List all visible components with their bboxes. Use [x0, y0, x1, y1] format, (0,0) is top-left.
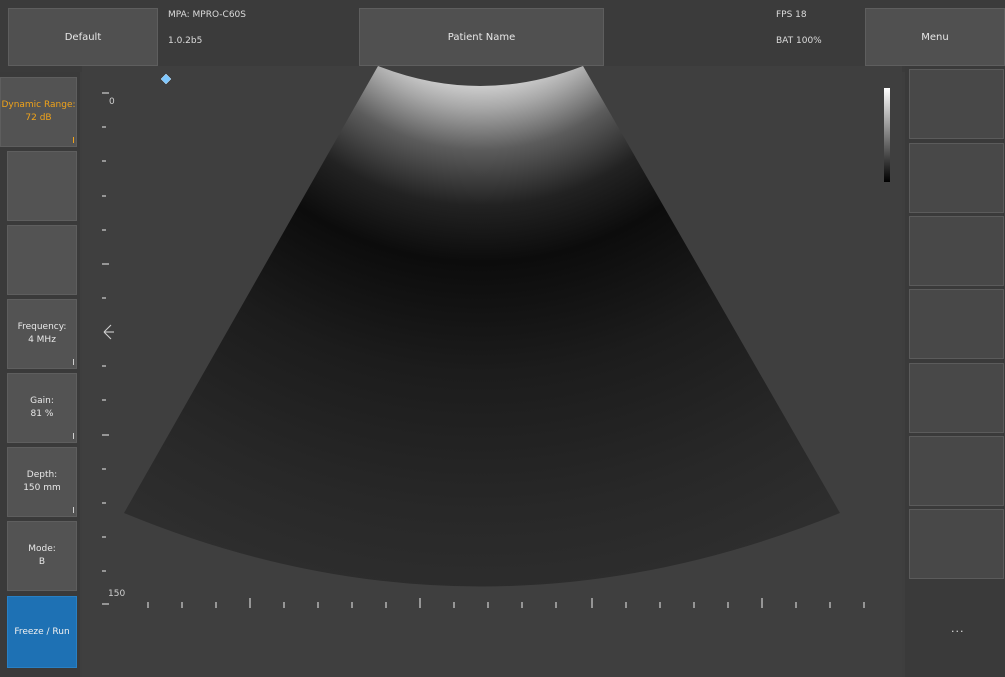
gain-control[interactable]: Gain: 81 % — [7, 373, 77, 443]
depth-ruler — [102, 92, 109, 605]
dynamic-range-value: 72 dB — [25, 113, 52, 123]
depth-top-label: 0 — [109, 97, 115, 107]
right-slot-7[interactable] — [909, 509, 1004, 579]
gain-label: Gain: — [30, 396, 54, 406]
mode-control[interactable]: Mode: B — [7, 521, 77, 591]
mode-value: B — [38, 557, 46, 567]
depth-level-tick — [73, 507, 74, 513]
battery-readout: BAT 100% — [776, 36, 822, 46]
depth-label: Depth: — [26, 470, 58, 480]
left-control-panel: Dynamic Range: 72 dB Frequency: 4 MHz Ga… — [0, 72, 80, 677]
probe-info: MPA: MPRO-C60S 1.0.2b5 — [168, 8, 348, 66]
empty-control-2[interactable] — [7, 225, 77, 295]
grayscale-bar — [884, 88, 890, 182]
dynamic-range-level-tick — [73, 137, 74, 143]
right-control-panel: ... — [905, 66, 1005, 677]
right-slot-4[interactable] — [909, 289, 1004, 359]
empty-control-1[interactable] — [7, 151, 77, 221]
frequency-control[interactable]: Frequency: 4 MHz — [7, 299, 77, 369]
right-slot-6[interactable] — [909, 436, 1004, 506]
right-slot-1[interactable] — [909, 69, 1004, 139]
focus-marker-icon — [103, 324, 114, 340]
right-slot-2[interactable] — [909, 143, 1004, 213]
patient-name-button[interactable]: Patient Name — [359, 8, 604, 66]
frequency-label: Frequency: — [17, 322, 67, 332]
ultrasound-sector — [124, 66, 840, 587]
frequency-value: 4 MHz — [28, 335, 56, 345]
right-slot-3[interactable] — [909, 216, 1004, 286]
top-bar: Default MPA: MPRO-C60S 1.0.2b5 Patient N… — [0, 0, 1005, 72]
fps-readout: FPS 18 — [776, 10, 807, 20]
menu-button[interactable]: Menu — [865, 8, 1005, 66]
software-version: 1.0.2b5 — [168, 36, 203, 46]
right-slot-5[interactable] — [909, 363, 1004, 433]
depth-value: 150 mm — [23, 483, 61, 493]
frequency-level-tick — [73, 359, 74, 365]
dynamic-range-control[interactable]: Dynamic Range: 72 dB — [0, 77, 77, 147]
more-options-button[interactable]: ... — [951, 622, 965, 635]
mode-label: Mode: — [28, 544, 56, 554]
depth-control[interactable]: Depth: 150 mm — [7, 447, 77, 517]
lateral-ruler — [147, 598, 865, 608]
status-info: FPS 18 BAT 100% — [614, 8, 864, 66]
probe-model: MPA: MPRO-C60S — [168, 10, 246, 20]
freeze-run-button[interactable]: Freeze / Run — [7, 596, 77, 668]
orientation-marker-icon — [160, 73, 172, 85]
depth-bottom-label: 150 — [108, 589, 125, 599]
dynamic-range-label: Dynamic Range: — [1, 100, 76, 110]
preset-button[interactable]: Default — [8, 8, 158, 66]
gain-value: 81 % — [30, 409, 54, 419]
gain-level-tick — [73, 433, 74, 439]
